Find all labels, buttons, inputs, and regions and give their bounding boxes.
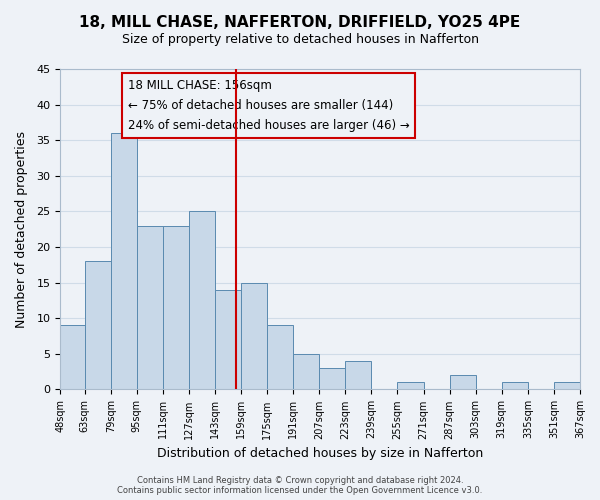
Bar [241, 282, 267, 390]
Text: Contains HM Land Registry data © Crown copyright and database right 2024.
Contai: Contains HM Land Registry data © Crown c… [118, 476, 482, 495]
Bar [189, 212, 215, 390]
Bar [397, 382, 424, 390]
Bar [293, 354, 319, 390]
Y-axis label: Number of detached properties: Number of detached properties [15, 130, 28, 328]
Bar [215, 290, 241, 390]
Text: Size of property relative to detached houses in Nafferton: Size of property relative to detached ho… [121, 32, 479, 46]
X-axis label: Distribution of detached houses by size in Nafferton: Distribution of detached houses by size … [157, 447, 483, 460]
Bar [319, 368, 346, 390]
Bar [137, 226, 163, 390]
Bar [554, 382, 580, 390]
Bar [85, 262, 110, 390]
Bar [502, 382, 528, 390]
Bar [60, 326, 85, 390]
Text: 18, MILL CHASE, NAFFERTON, DRIFFIELD, YO25 4PE: 18, MILL CHASE, NAFFERTON, DRIFFIELD, YO… [79, 15, 521, 30]
Bar [346, 361, 371, 390]
Bar [110, 133, 137, 390]
Text: 18 MILL CHASE: 156sqm
← 75% of detached houses are smaller (144)
24% of semi-det: 18 MILL CHASE: 156sqm ← 75% of detached … [128, 78, 410, 132]
Bar [163, 226, 189, 390]
Bar [449, 375, 476, 390]
Bar [267, 326, 293, 390]
